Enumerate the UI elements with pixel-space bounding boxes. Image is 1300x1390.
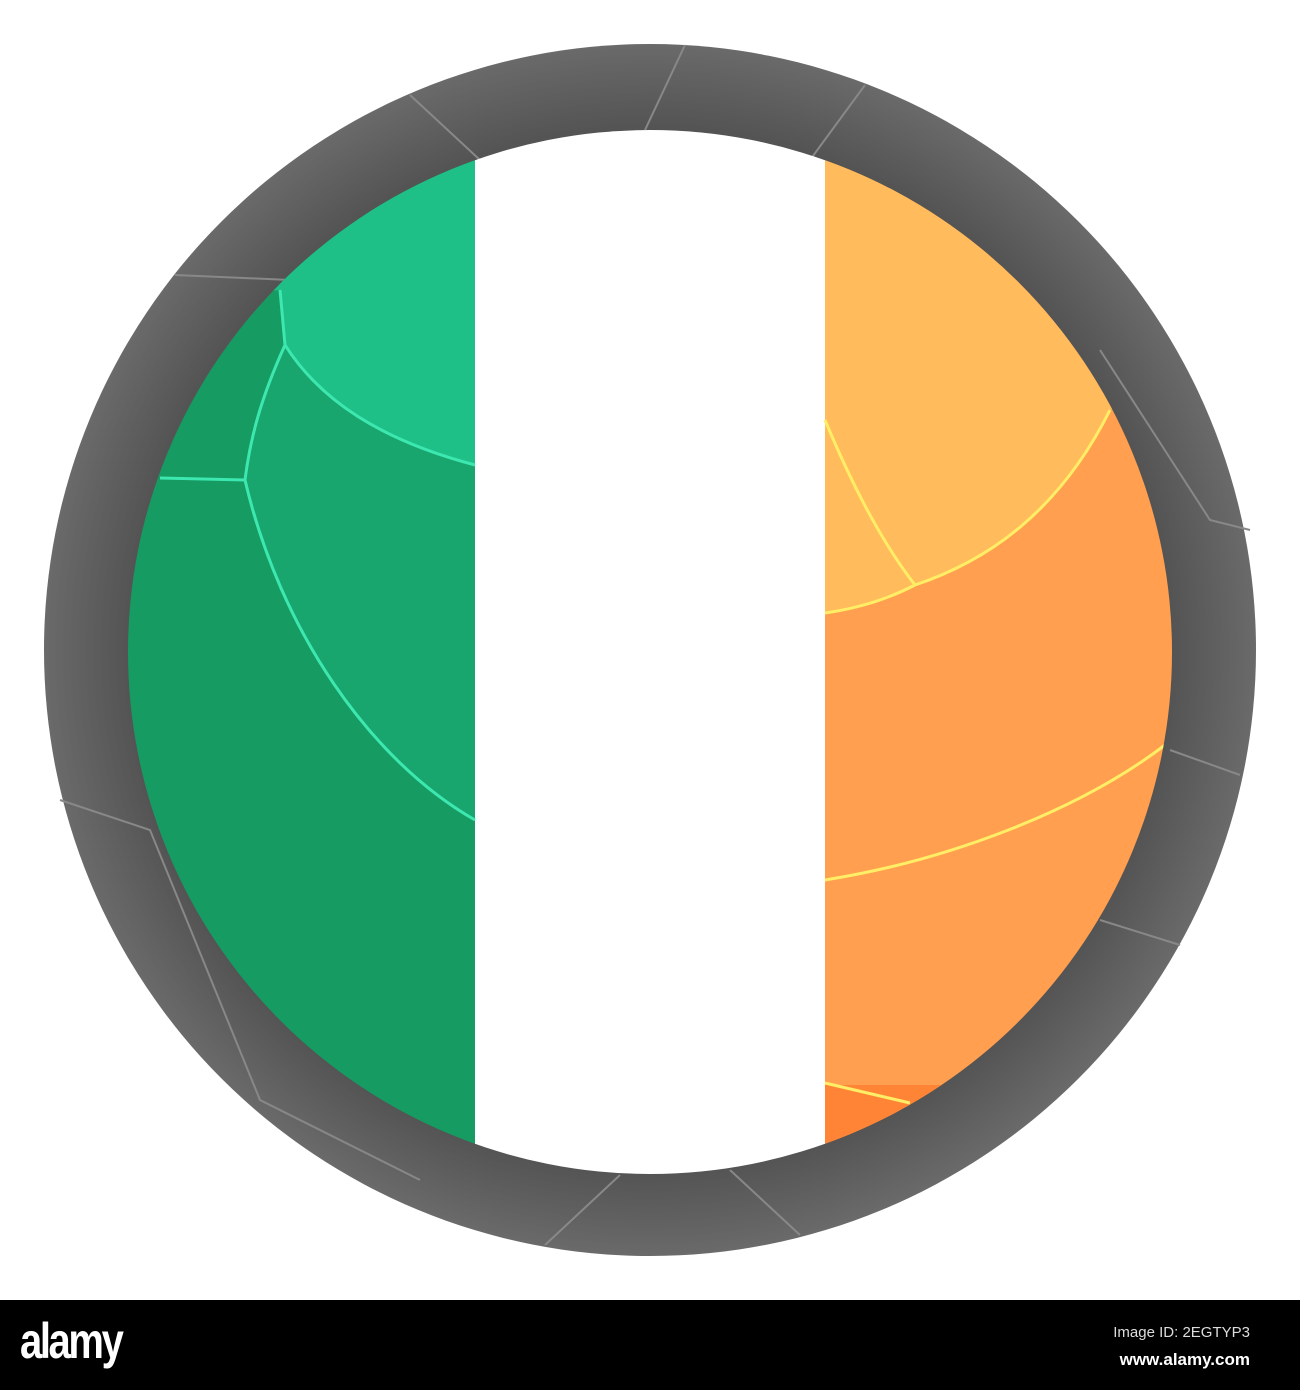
flag-button-illustration <box>44 44 1256 1256</box>
site-url: www.alamy.com <box>1119 1350 1250 1369</box>
flag-white-stripe <box>475 130 825 1174</box>
watermark-footer: alamy Image ID: 2EGTYP3 www.alamy.com <box>0 1300 1300 1390</box>
image-id-label: Image ID: 2EGTYP3 <box>1113 1324 1250 1341</box>
alamy-logo: alamy <box>20 1313 124 1369</box>
ring-facets <box>59 44 1251 1246</box>
